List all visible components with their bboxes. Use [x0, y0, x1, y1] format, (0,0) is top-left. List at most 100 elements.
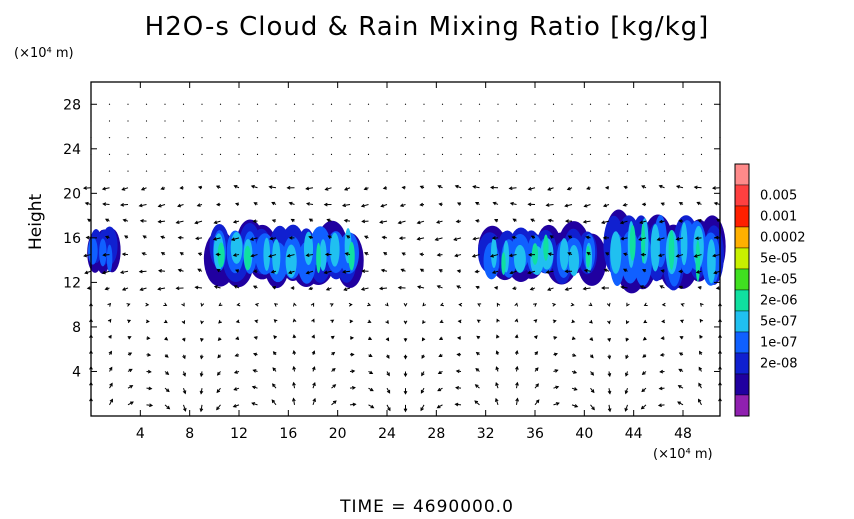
colorbar: 0.005 0.001 0.0002 5e-05 1e-05 2e-06 5e-07 1e-0…: [734, 163, 806, 417]
vector-head: [657, 253, 662, 258]
wind-vector: [183, 404, 186, 412]
vector-dot: [423, 137, 425, 139]
vector-head: [273, 335, 277, 339]
vector-dot: [608, 120, 610, 122]
vector-head: [293, 302, 297, 307]
vector-head: [564, 203, 569, 208]
wind-vector: [361, 203, 369, 207]
vector-head: [343, 287, 348, 291]
vector-head: [622, 252, 628, 257]
wind-vector: [509, 187, 517, 190]
vector-head: [564, 269, 569, 274]
vector-dot: [127, 103, 129, 105]
vector-head: [640, 252, 645, 257]
vector-head: [642, 336, 647, 341]
vector-dot: [534, 120, 536, 122]
vector-head: [352, 402, 357, 407]
vector-head: [588, 302, 593, 307]
cloud-region: [603, 209, 726, 294]
vector-head: [157, 286, 162, 291]
vector-dot: [330, 103, 333, 105]
vector-dot: [608, 170, 610, 172]
vector-head: [694, 236, 699, 241]
vector-head: [181, 337, 186, 342]
vector-head: [108, 334, 112, 339]
vector-head: [511, 235, 516, 240]
vector-head: [434, 237, 439, 241]
vector-head: [607, 408, 612, 413]
vector-head: [101, 270, 106, 275]
vector-head: [711, 186, 716, 190]
vector-head: [422, 320, 426, 324]
wind-vector: [361, 287, 369, 291]
vector-head: [659, 285, 664, 289]
wind-vector: [583, 220, 591, 223]
vector-dot: [275, 170, 277, 172]
vector-head: [475, 285, 480, 290]
vector-head: [455, 219, 460, 224]
vector-head: [571, 336, 576, 341]
vector-head: [312, 397, 317, 402]
vector-head: [369, 387, 374, 392]
vector-head: [311, 334, 315, 339]
vector-head: [236, 302, 241, 307]
vector-head: [697, 285, 702, 290]
vector-dot: [608, 153, 610, 155]
vector-head: [656, 237, 661, 242]
vector-head: [471, 254, 476, 258]
vector-head: [324, 187, 329, 191]
vector-head: [364, 235, 368, 239]
cloud-cell: [568, 244, 580, 277]
vector-head: [331, 367, 336, 372]
vector-head: [545, 270, 550, 274]
vector-head: [698, 366, 703, 371]
cloud-cell: [263, 237, 271, 271]
vector-head: [642, 269, 646, 273]
vector-head: [311, 318, 315, 323]
wind-vector: [473, 237, 480, 240]
vector-dot: [293, 137, 296, 139]
vector-head: [626, 302, 630, 307]
vector-head: [605, 252, 609, 256]
vector-head: [148, 386, 153, 391]
vector-head: [86, 286, 91, 290]
wind-vector: [269, 254, 277, 258]
vector-head: [105, 218, 109, 223]
vector-head: [147, 369, 152, 374]
vector-head: [127, 336, 132, 340]
vector-dot: [682, 137, 684, 139]
cloud-cell: [680, 222, 688, 266]
vector-head: [177, 235, 182, 240]
vector-dot: [460, 120, 462, 122]
vector-dot: [330, 137, 333, 139]
vector-head: [454, 184, 459, 189]
colorbar-swatch: [734, 352, 750, 375]
vector-head: [661, 302, 666, 307]
vector-head: [216, 371, 221, 376]
x-tick-label: 24: [378, 426, 396, 442]
vector-dot: [552, 153, 555, 155]
vector-head: [145, 302, 150, 307]
vector-head: [269, 236, 274, 241]
vector-head: [102, 202, 107, 206]
vector-head: [286, 185, 291, 190]
vector-head: [420, 407, 424, 412]
vector-head: [332, 400, 337, 404]
vector-head: [138, 203, 143, 208]
vector-head: [678, 202, 683, 206]
cloud-region: [87, 226, 121, 274]
vector-dot: [645, 103, 647, 105]
vector-dot: [700, 137, 703, 139]
vector-head: [311, 366, 316, 371]
wind-vector: [472, 254, 480, 258]
vector-head: [438, 202, 443, 207]
cloud-cell: [230, 231, 243, 264]
time-label: TIME = 4690000.0: [340, 497, 514, 517]
vector-head: [330, 319, 335, 324]
vector-dot: [108, 153, 111, 155]
wind-vector: [528, 270, 536, 274]
vector-head: [119, 270, 125, 275]
vector-head: [157, 219, 162, 224]
vector-dot: [312, 103, 314, 105]
vector-head: [491, 236, 496, 240]
